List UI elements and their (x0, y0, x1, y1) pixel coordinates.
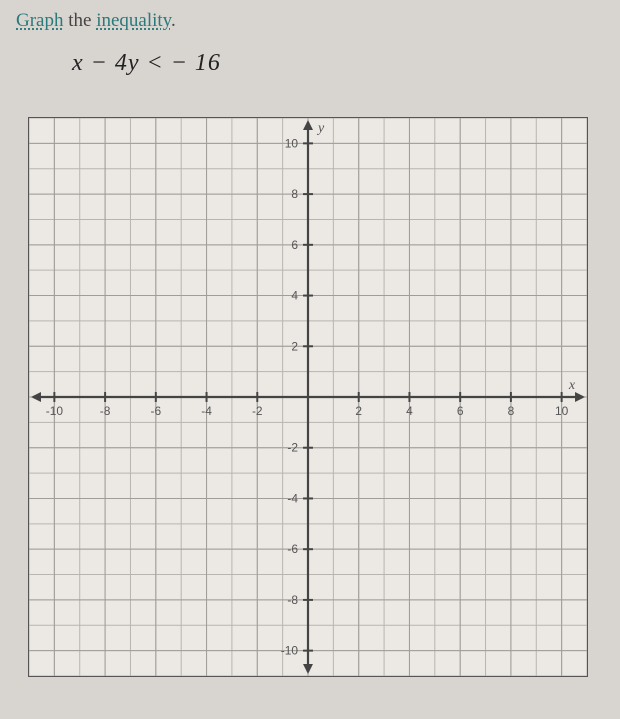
svg-text:-2: -2 (252, 404, 263, 418)
svg-text:4: 4 (406, 404, 413, 418)
svg-text:2: 2 (355, 404, 362, 418)
svg-text:6: 6 (291, 238, 298, 252)
svg-text:2: 2 (291, 339, 298, 353)
svg-text:-2: -2 (287, 441, 298, 455)
svg-text:-8: -8 (100, 404, 111, 418)
svg-text:-4: -4 (287, 491, 298, 505)
graph-svg: -10 -8 -6 -4 -2 2 4 6 8 10 -10 -8 -6 -4 -2 2 4 6 8 10 y x (29, 118, 587, 676)
svg-text:y: y (316, 121, 325, 136)
graph-link[interactable]: Graph (16, 10, 63, 31)
svg-text:8: 8 (508, 404, 515, 418)
svg-text:10: 10 (285, 136, 299, 150)
svg-text:10: 10 (555, 404, 569, 418)
instruction-text: Graph the inequality. (16, 10, 606, 32)
equation-text: x − 4y < − 16 (72, 50, 606, 77)
inequality-link[interactable]: inequality (96, 10, 171, 31)
svg-text:-8: -8 (287, 593, 298, 607)
svg-text:x: x (568, 378, 576, 393)
svg-text:-6: -6 (151, 404, 162, 418)
the-word: the (63, 10, 96, 31)
svg-text:8: 8 (291, 187, 298, 201)
period: . (171, 10, 176, 31)
svg-text:-10: -10 (281, 644, 299, 658)
svg-text:-10: -10 (46, 404, 64, 418)
coordinate-graph[interactable]: -10 -8 -6 -4 -2 2 4 6 8 10 -10 -8 -6 -4 -2 2 4 6 8 10 y x (28, 117, 588, 677)
svg-text:-4: -4 (201, 404, 212, 418)
svg-text:4: 4 (291, 289, 298, 303)
svg-text:-6: -6 (287, 542, 298, 556)
svg-text:6: 6 (457, 404, 464, 418)
